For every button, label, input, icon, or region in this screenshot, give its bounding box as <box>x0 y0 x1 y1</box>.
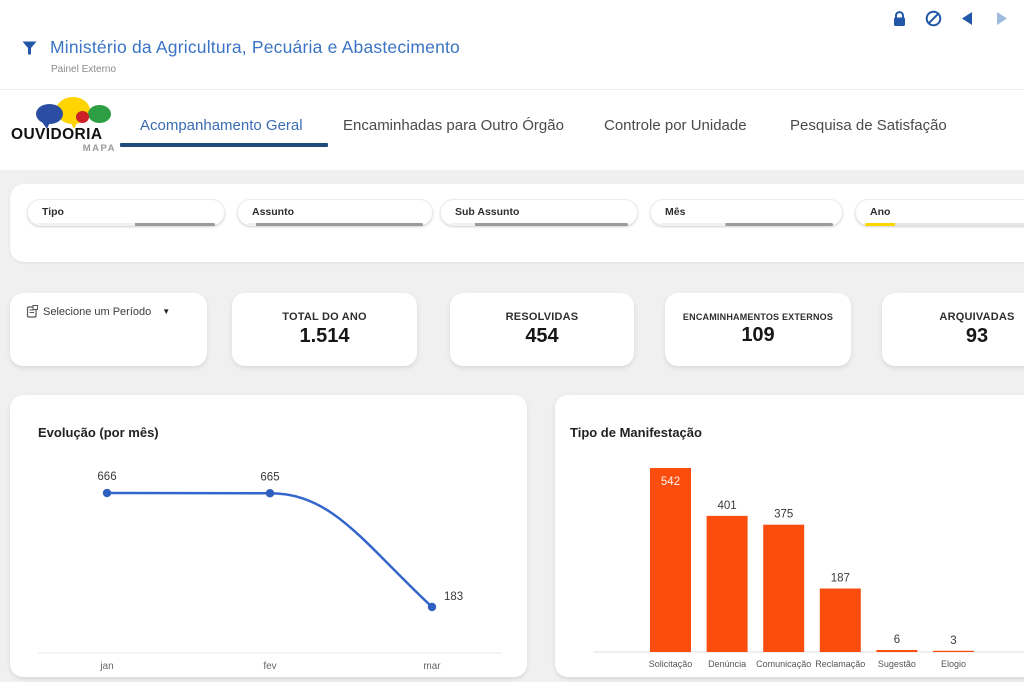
data-label: 666 <box>97 471 116 483</box>
x-axis-label-denuncia: Denúncia <box>708 659 746 669</box>
nav-prev-icon[interactable] <box>959 10 976 27</box>
bar-sugestao[interactable] <box>876 649 918 652</box>
header-divider <box>0 89 1024 90</box>
data-label: 187 <box>831 573 850 585</box>
page-title: Ministério da Agricultura, Pecuária e Ab… <box>50 37 460 57</box>
data-point-mar[interactable] <box>427 602 437 612</box>
chevron-down-icon: ▼ <box>162 307 171 316</box>
x-axis-label-elogio: Elogio <box>941 659 966 669</box>
kpi-value: 1.514 <box>299 325 350 347</box>
tab-controle-por-unidade[interactable]: Controle por Unidade <box>604 117 747 134</box>
slicer-sub-assunto[interactable]: Sub Assunto <box>440 199 638 226</box>
kpi-label: ENCAMINHAMENTOS EXTERNOS <box>682 312 834 322</box>
x-axis-label-sugestao: Sugestão <box>878 659 916 669</box>
data-label: 665 <box>260 471 279 483</box>
kpi-label: TOTAL DO ANO <box>282 311 367 323</box>
slicer-label: Mês <box>665 206 686 218</box>
embed-toolbar <box>891 10 1010 27</box>
slicer-scroll-strip <box>37 222 215 226</box>
slicer-scroll-strip <box>450 222 628 226</box>
data-label: 542 <box>661 476 680 488</box>
kpi-value: 109 <box>741 324 775 346</box>
kpi-value: 454 <box>525 325 559 347</box>
evolucao-line-chart[interactable]: 666 jan 665 fev 183 mar <box>10 395 527 677</box>
x-axis-label-mar: mar <box>423 661 441 672</box>
slicer-scroll-strip <box>865 222 1024 226</box>
slicer-scroll-strip <box>247 222 423 226</box>
slicer-scroll-strip <box>660 222 833 226</box>
slicer-ano[interactable]: Ano <box>855 199 1024 226</box>
lock-icon[interactable] <box>891 10 908 27</box>
x-axis-label-reclamacao: Reclamação <box>815 659 865 669</box>
kpi-resolvidas: RESOLVIDAS 454 <box>450 293 634 366</box>
data-label: 375 <box>774 509 793 521</box>
kpi-encaminhamentos-externos: ENCAMINHAMENTOS EXTERNOS 109 <box>665 293 851 366</box>
kpi-value: 93 <box>965 325 989 347</box>
logo-text-mapa: MAPA <box>82 143 116 154</box>
data-label: 3 <box>950 635 956 647</box>
period-selector-card: Selecione um Período ▼ <box>10 293 207 366</box>
period-icon <box>26 305 38 318</box>
slicer-label: Sub Assunto <box>455 206 520 218</box>
x-axis-label-solicitacao: Solicitação <box>649 659 693 669</box>
bar-solicitacao[interactable] <box>650 467 691 652</box>
bar-reclamacao[interactable] <box>819 588 861 652</box>
page-subtitle: Painel Externo <box>51 64 117 75</box>
x-axis-label-jan: jan <box>99 661 113 672</box>
slicer-label: Assunto <box>252 206 294 218</box>
kpi-label: RESOLVIDAS <box>505 311 579 323</box>
slicer-label: Tipo <box>42 206 64 218</box>
bar-denuncia[interactable] <box>706 515 748 652</box>
bar-comunicacao[interactable] <box>763 524 805 652</box>
x-axis-label-fev: fev <box>263 661 276 672</box>
nav-next-icon[interactable] <box>993 10 1010 27</box>
data-label: 6 <box>894 634 900 646</box>
data-point-jan[interactable] <box>102 488 112 498</box>
ouvidoria-mapa-logo: OUVIDORIA MAPA <box>10 95 122 157</box>
bar-elogio[interactable] <box>933 650 974 652</box>
kpi-total-do-ano: TOTAL DO ANO 1.514 <box>232 293 417 366</box>
data-label: 183 <box>444 591 463 603</box>
x-axis-label-comunicacao: Comunicação <box>756 659 811 669</box>
chart-title: Tipo de Manifestação <box>570 425 702 440</box>
tab-acompanhamento-geral[interactable]: Acompanhamento Geral <box>140 117 303 134</box>
speech-bubbles-icon <box>36 97 116 129</box>
tipo-manifestacao-chart-card: Tipo de Manifestação 542 Solicitação 401 De… <box>555 395 1024 677</box>
logo-text-ouvidoria: OUVIDORIA <box>11 126 103 143</box>
period-selector-label: Selecione um Período <box>43 305 152 318</box>
tab-encaminhadas-outro-orgao[interactable]: Encaminhadas para Outro Órgão <box>343 117 564 134</box>
chart-title: Evolução (por mês) <box>38 425 159 440</box>
period-selector[interactable]: Selecione um Período ▼ <box>26 305 170 318</box>
tab-pesquisa-satisfacao[interactable]: Pesquisa de Satisfação <box>790 117 947 134</box>
slicer-mes[interactable]: Mês <box>650 199 843 226</box>
slicer-label: Ano <box>870 206 891 218</box>
kpi-label: ARQUIVADAS <box>939 311 1015 323</box>
active-tab-underline <box>120 143 328 147</box>
funnel-icon[interactable] <box>22 41 37 60</box>
evolucao-chart-card: Evolução (por mês) 666 jan 665 fev 183 mar <box>10 395 527 677</box>
block-icon[interactable] <box>925 10 942 27</box>
line-series[interactable] <box>106 491 433 608</box>
slicer-tipo[interactable]: Tipo <box>27 199 225 226</box>
slicer-assunto[interactable]: Assunto <box>237 199 433 226</box>
kpi-arquivadas: ARQUIVADAS 93 <box>882 293 1024 366</box>
data-point-fev[interactable] <box>265 489 275 498</box>
tipo-manifestacao-bar-chart[interactable]: 542 Solicitação 401 Denúncia 375 Comunicação 1… <box>555 395 1024 677</box>
data-label: 401 <box>718 500 737 512</box>
